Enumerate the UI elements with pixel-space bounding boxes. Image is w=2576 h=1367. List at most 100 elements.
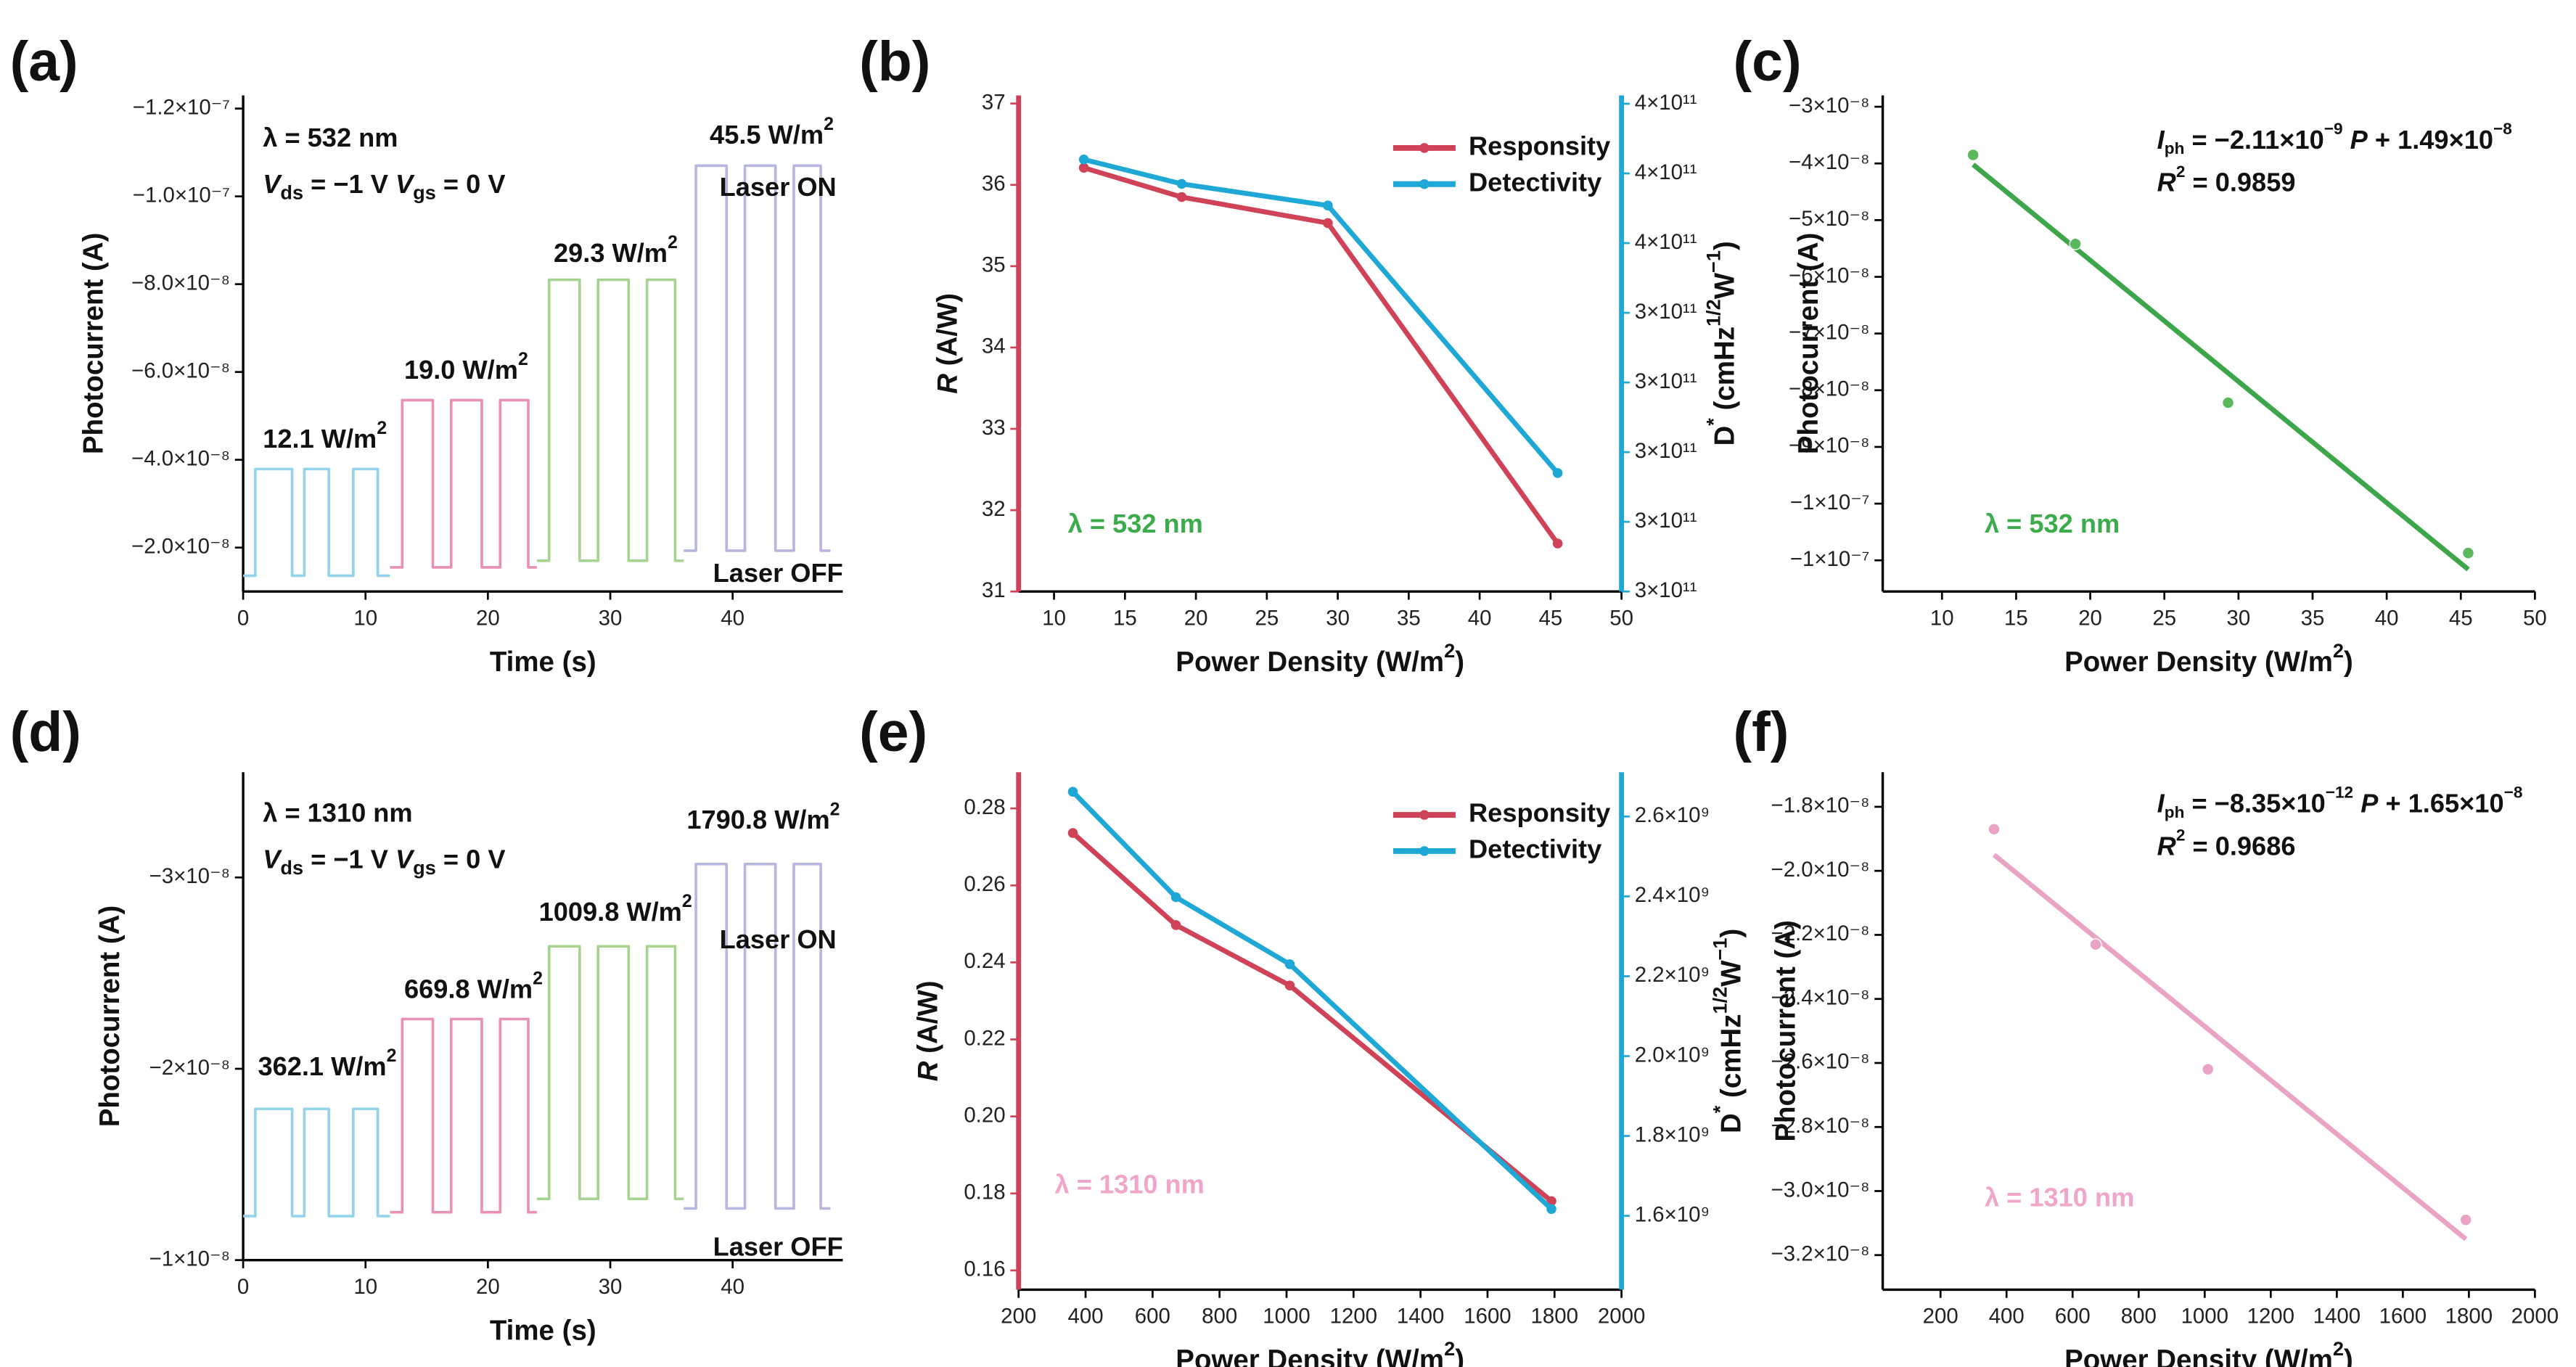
text-part: ) xyxy=(2344,1345,2353,1367)
y-tick-label: −2.8×10⁻⁸ xyxy=(1771,1114,1870,1138)
text-part: 2 xyxy=(533,968,543,988)
x-tick-label: 20 xyxy=(1184,606,1208,630)
x-tick-label: 10 xyxy=(1930,606,1954,630)
x-tick-label: 600 xyxy=(2055,1305,2091,1329)
y-tick-label: −1.0×10⁻⁷ xyxy=(133,183,230,207)
y-tick-label: −1×10⁻⁸ xyxy=(149,1247,230,1270)
text-part: ) xyxy=(2344,646,2353,678)
y-tick-label: 0.28 xyxy=(964,795,1005,819)
x-tick-label: 600 xyxy=(1135,1305,1170,1329)
text-part: I xyxy=(2157,788,2165,818)
text-part: = 0 V xyxy=(436,169,506,199)
series-line xyxy=(684,164,831,552)
x-tick-label: 30 xyxy=(1326,606,1350,630)
point xyxy=(1284,980,1295,991)
annotation: 45.5 W/m2 xyxy=(710,114,834,149)
x-axis-label: Power Density (W/m2) xyxy=(1176,1337,1464,1367)
text-part: = 0.9859 xyxy=(2185,167,2295,197)
y-tick-label: 32 xyxy=(982,497,1006,521)
annotation: 362.1 W/m2 xyxy=(258,1046,396,1081)
x-tick-label: 30 xyxy=(599,606,623,630)
text-part: (A/W) xyxy=(913,980,944,1061)
text-part: V xyxy=(263,844,282,874)
y-tick-label: 35 xyxy=(982,253,1006,277)
text-part: Power Density (W/m xyxy=(2064,1345,2333,1367)
text-part: 1/2 xyxy=(1702,299,1725,327)
legend-marker xyxy=(1419,846,1429,856)
text-part: D xyxy=(1710,426,1741,446)
x-tick-label: 35 xyxy=(2301,606,2325,630)
text-part: 29.3 W/m xyxy=(554,238,668,268)
annotation: 12.1 W/m2 xyxy=(263,418,387,453)
annotation: 1009.8 W/m2 xyxy=(539,891,692,927)
y-tick-label: −4.0×10⁻⁸ xyxy=(131,446,230,470)
text-part: (A/W) xyxy=(932,293,964,374)
text-part: P xyxy=(2350,124,2368,154)
point xyxy=(1170,920,1181,930)
fit-line xyxy=(1972,163,2470,572)
x-axis-label: Time (s) xyxy=(490,1315,596,1346)
y-axis-label: Photocurrent (A) xyxy=(78,233,109,455)
x-tick-label: 40 xyxy=(721,606,745,630)
x-tick-label: 50 xyxy=(2523,606,2547,630)
text-part: Power Density (W/m xyxy=(2064,646,2333,678)
text-part: −8 xyxy=(2493,120,2512,138)
text-part: Power Density (W/m xyxy=(1176,1345,1444,1367)
y-tick-label: −6×10⁻⁸ xyxy=(1789,263,1869,287)
text-part: 2 xyxy=(668,232,678,253)
series-line xyxy=(1071,831,1554,1203)
annotation: Iph = −2.11×10−9 P + 1.49×10−8 xyxy=(2157,120,2512,157)
y-tick-label: −1.8×10⁻⁸ xyxy=(1771,794,1870,818)
series-line xyxy=(1083,157,1560,475)
y-tick-label: −8×10⁻⁸ xyxy=(1789,377,1869,401)
y2-tick-label: 3×10¹¹ xyxy=(1635,578,1697,602)
panel-label: (a) xyxy=(10,30,78,93)
x-tick-label: 1800 xyxy=(1531,1305,1578,1329)
x-tick-label: 35 xyxy=(1397,606,1421,630)
text-part: 2 xyxy=(2333,639,2344,662)
x-tick-label: 15 xyxy=(2004,606,2028,630)
annotation: λ = 1310 nm xyxy=(1055,1169,1205,1199)
x-axis-label: Time (s) xyxy=(490,646,596,678)
series-line xyxy=(1071,789,1554,1211)
point xyxy=(2221,396,2235,409)
x-tick-label: 45 xyxy=(2449,606,2473,630)
text-part: 1790.8 W/m xyxy=(686,805,829,834)
point xyxy=(1170,892,1181,903)
y-tick-label: −2.4×10⁻⁸ xyxy=(1771,985,1870,1009)
text-part xyxy=(2353,788,2360,818)
legend-marker xyxy=(1419,178,1429,189)
annotation: 669.8 W/m2 xyxy=(404,968,543,1003)
y-tick-label: 0.16 xyxy=(964,1257,1005,1281)
text-part: −9 xyxy=(2324,120,2343,138)
y2-tick-label: 4×10¹¹ xyxy=(1635,160,1697,184)
x-tick-label: 40 xyxy=(2375,606,2399,630)
y-tick-label: −9×10⁻⁸ xyxy=(1789,434,1869,458)
text-part: ) xyxy=(1710,241,1741,250)
x-tick-label: 1200 xyxy=(2247,1305,2294,1329)
annotation: 29.3 W/m2 xyxy=(554,232,678,268)
point xyxy=(2089,938,2102,951)
panel-label: (b) xyxy=(859,30,930,93)
annotation: Laser ON xyxy=(720,172,837,202)
y2-axis-label: D* (cmHz1/2W−1) xyxy=(1702,241,1741,446)
text-part: ds xyxy=(280,856,303,879)
x-tick-label: 30 xyxy=(599,1275,623,1299)
annotation: λ = 532 nm xyxy=(263,123,398,152)
x-tick-label: 1000 xyxy=(2181,1305,2228,1329)
y-axis-label: R (A/W) xyxy=(932,293,964,394)
x-axis-label: Power Density (W/m2) xyxy=(1176,639,1464,678)
text-part: = −8.35×10 xyxy=(2184,788,2325,818)
series-line xyxy=(536,278,684,562)
y-tick-label: −2.2×10⁻⁸ xyxy=(1771,921,1870,945)
text-part: ph xyxy=(2165,139,2185,157)
text-part: 2 xyxy=(518,349,528,369)
y-tick-label: 0.22 xyxy=(964,1026,1005,1050)
x-tick-label: 20 xyxy=(476,606,500,630)
y-tick-label: −3.0×10⁻⁸ xyxy=(1771,1178,1870,1202)
x-tick-label: 1800 xyxy=(2445,1305,2493,1329)
x-tick-label: 0 xyxy=(237,1275,249,1299)
text-part: W xyxy=(1710,272,1741,299)
point xyxy=(1966,148,1980,162)
y-tick-label: −5×10⁻⁸ xyxy=(1789,207,1869,231)
